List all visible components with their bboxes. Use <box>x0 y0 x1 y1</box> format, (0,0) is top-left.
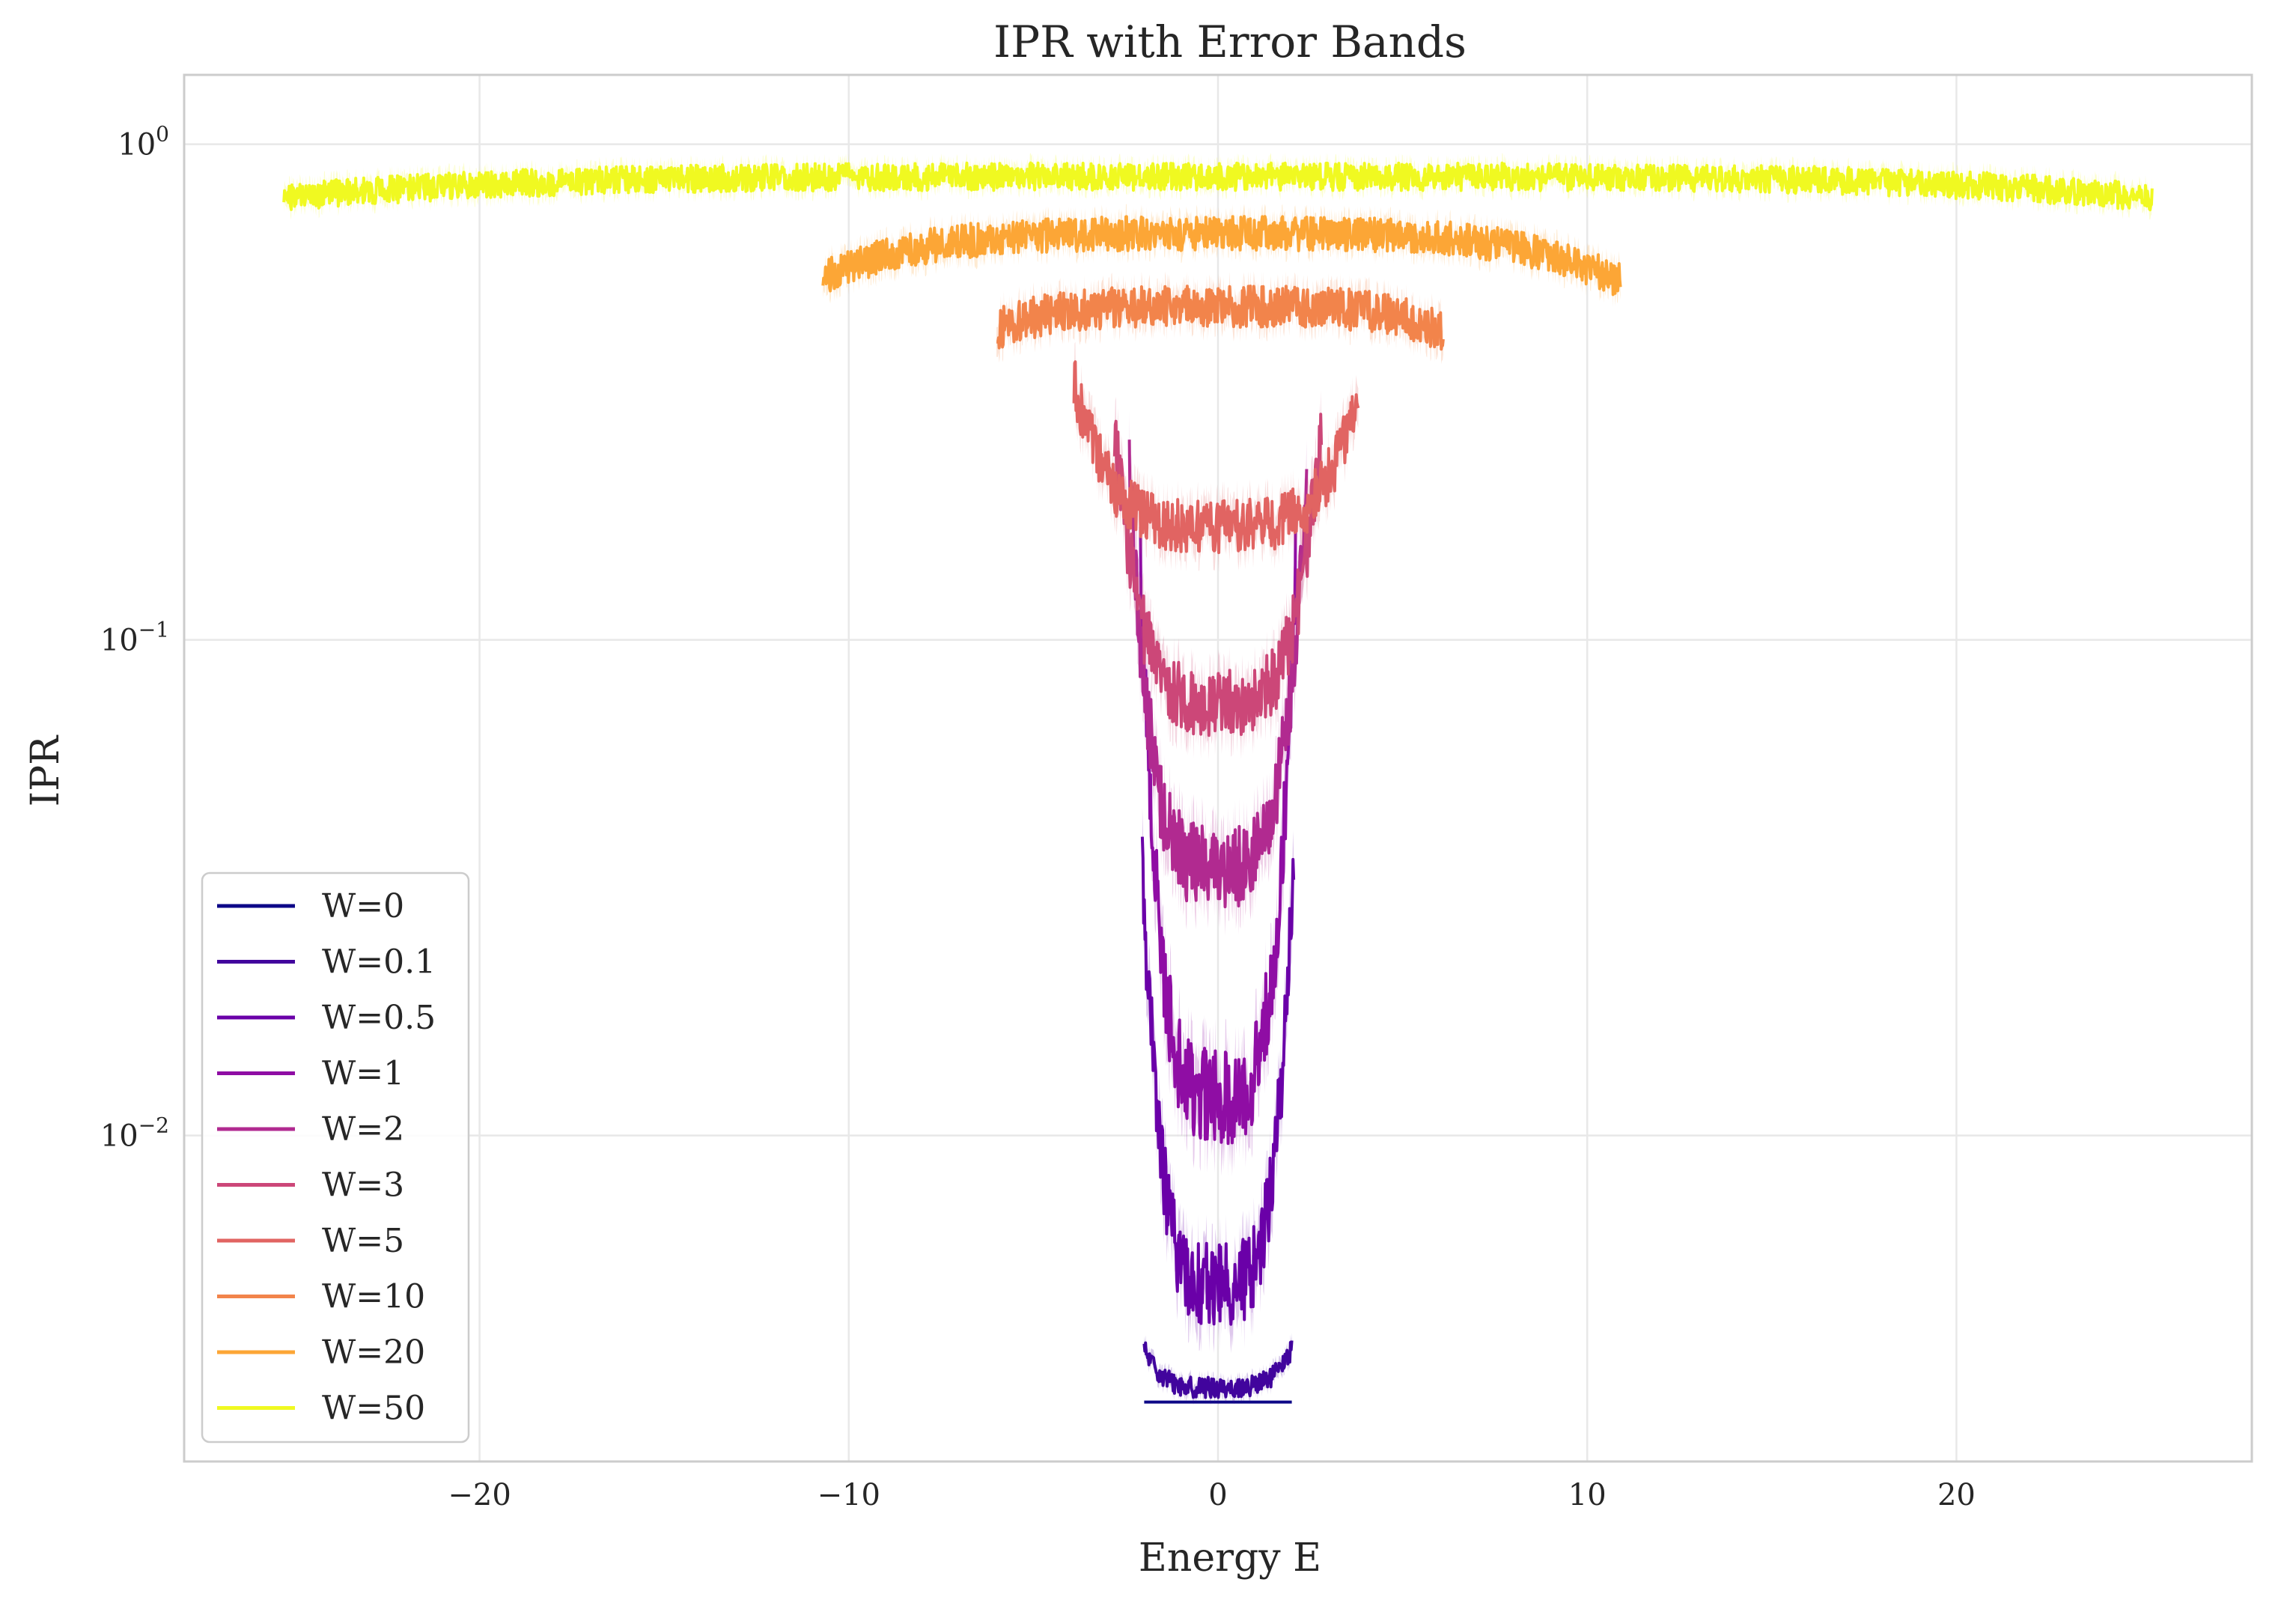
series-W=10 <box>996 271 1445 365</box>
legend-item: W=1 <box>217 1055 404 1093</box>
legend-label: W=0 <box>322 887 404 925</box>
legend-label: W=20 <box>322 1333 425 1372</box>
series-line <box>282 161 2154 212</box>
series-W=50 <box>282 153 2154 220</box>
series-W=1 <box>1139 492 1297 1177</box>
legend-label: W=0.5 <box>322 999 436 1037</box>
legend-item: W=2 <box>217 1110 404 1149</box>
legend-label: W=1 <box>322 1055 404 1093</box>
legend-label: W=10 <box>322 1278 425 1316</box>
series-line <box>1139 525 1297 1146</box>
x-axis-label: Energy E <box>1139 1536 1321 1581</box>
grid <box>184 75 2252 1461</box>
plot-frame <box>183 73 2253 1463</box>
series-group <box>282 153 2154 1405</box>
legend-label: W=3 <box>322 1166 404 1205</box>
series-W=20 <box>821 204 1622 308</box>
series-W=3 <box>1112 389 1324 760</box>
legend-label: W=2 <box>322 1110 404 1149</box>
y-axis-ticks: 100 10−1 10−2 <box>100 122 169 1154</box>
legend-item: W=0.1 <box>217 943 436 982</box>
series-W=2 <box>1127 410 1309 936</box>
series-line <box>1140 836 1296 1326</box>
legend-item: W=5 <box>217 1222 404 1260</box>
series-line <box>821 215 1622 296</box>
error-band <box>1114 389 1322 760</box>
y-tick-label: 10−2 <box>100 1113 169 1154</box>
series-line <box>1072 360 1360 555</box>
legend-item: W=50 <box>217 1390 425 1428</box>
y-axis-label: IPR <box>23 734 68 807</box>
legend-box <box>201 872 470 1444</box>
y-tick-label: 10−1 <box>100 618 169 658</box>
series-W=5 <box>1072 341 1360 573</box>
legend-label: W=50 <box>322 1390 425 1428</box>
legend-item: W=0.5 <box>217 999 436 1037</box>
y-tick-label: 100 <box>118 122 169 162</box>
x-tick-label: 0 <box>1208 1478 1227 1512</box>
x-tick-label: 20 <box>1937 1478 1976 1512</box>
x-tick-label: −10 <box>817 1478 880 1512</box>
legend-item: W=10 <box>217 1278 425 1316</box>
legend: W=0 W=0.1 W=0.5 W=1 W=2 W=3 W=5 W=10 W=20 W=50 <box>201 872 470 1444</box>
x-axis-ticks: −20 −10 0 10 20 <box>448 1478 1976 1512</box>
series-line <box>1127 439 1309 909</box>
legend-label: W=0.1 <box>322 943 436 982</box>
legend-item: W=3 <box>217 1166 404 1205</box>
legend-item: W=20 <box>217 1333 425 1372</box>
chart-title: IPR with Error Bands <box>993 16 1467 67</box>
series-W=0.1 <box>1142 1333 1294 1405</box>
series-line <box>1142 1340 1294 1399</box>
x-tick-label: −20 <box>448 1478 511 1512</box>
error-band <box>1129 410 1307 936</box>
legend-label: W=5 <box>322 1222 404 1260</box>
error-band <box>1142 807 1294 1354</box>
series-line <box>996 285 1445 351</box>
x-tick-label: 10 <box>1568 1478 1607 1512</box>
series-W=0.5 <box>1140 807 1296 1354</box>
error-band <box>1140 492 1296 1177</box>
legend-item: W=0 <box>217 887 404 925</box>
series-line <box>1112 413 1324 737</box>
